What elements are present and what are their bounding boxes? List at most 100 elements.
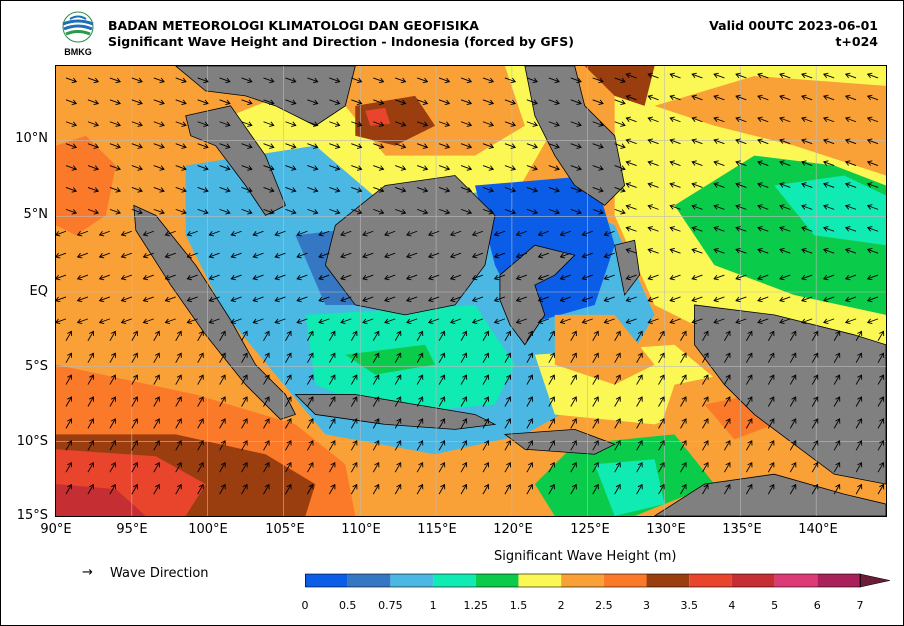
direction-arrow-head bbox=[549, 418, 555, 424]
direction-arrow bbox=[350, 374, 358, 385]
direction-arrow-head bbox=[620, 121, 626, 127]
direction-arrow bbox=[757, 117, 769, 123]
direction-arrow bbox=[329, 77, 340, 83]
direction-arrow bbox=[494, 252, 506, 258]
direction-arrow bbox=[779, 296, 791, 302]
direction-arrow-head bbox=[110, 418, 116, 424]
direction-arrow-head bbox=[159, 187, 165, 193]
direction-arrow bbox=[713, 73, 725, 79]
direction-arrow bbox=[153, 352, 160, 363]
direction-arrow bbox=[823, 95, 835, 101]
direction-arrow-head bbox=[527, 374, 533, 380]
direction-arrow bbox=[373, 99, 384, 105]
direction-arrow-head bbox=[647, 226, 653, 232]
direction-arrow-head bbox=[637, 418, 643, 424]
direction-arrow-head bbox=[291, 209, 297, 215]
direction-arrow bbox=[757, 161, 769, 166]
direction-arrow-head bbox=[471, 296, 478, 303]
direction-arrow-head bbox=[835, 461, 841, 468]
direction-arrow bbox=[724, 440, 731, 451]
direction-arrow-head bbox=[462, 418, 468, 424]
direction-arrow bbox=[526, 331, 533, 342]
direction-arrow-head bbox=[747, 352, 753, 358]
direction-arrow bbox=[263, 143, 274, 148]
direction-arrow-head bbox=[866, 94, 873, 101]
direction-arrow-head bbox=[181, 209, 187, 215]
direction-arrow bbox=[416, 143, 428, 148]
direction-arrow-head bbox=[76, 296, 83, 303]
direction-arrow-head bbox=[866, 226, 873, 232]
direction-arrow-head bbox=[176, 483, 182, 490]
direction-arrow-head bbox=[844, 204, 851, 210]
direction-arrow-head bbox=[384, 296, 390, 303]
direction-arrow bbox=[99, 274, 111, 280]
direction-arrow-head bbox=[620, 165, 626, 171]
direction-arrow-head bbox=[142, 318, 149, 325]
direction-arrow-head bbox=[581, 274, 588, 281]
direction-arrow bbox=[592, 187, 604, 192]
direction-arrow-head bbox=[247, 77, 253, 84]
wave-map[interactable] bbox=[55, 65, 887, 517]
direction-arrow-head bbox=[576, 99, 582, 106]
direction-arrow-head bbox=[515, 274, 522, 281]
direction-arrow bbox=[702, 374, 709, 385]
direction-arrow bbox=[307, 418, 314, 429]
direction-arrow-head bbox=[769, 483, 775, 490]
pacific-high bbox=[584, 66, 655, 106]
direction-arrow bbox=[548, 418, 555, 429]
direction-arrow-head bbox=[603, 252, 610, 259]
direction-arrow bbox=[460, 462, 467, 473]
direction-arrow bbox=[395, 77, 406, 83]
direction-arrow bbox=[438, 440, 445, 451]
direction-arrow-head bbox=[313, 143, 319, 149]
direction-arrow-head bbox=[132, 461, 138, 468]
direction-arrow bbox=[131, 121, 143, 126]
direction-arrow-head bbox=[598, 187, 604, 193]
direction-arrow bbox=[735, 161, 747, 166]
direction-arrow-head bbox=[418, 418, 424, 424]
direction-arrow-head bbox=[681, 483, 687, 490]
direction-arrow-head bbox=[681, 418, 687, 424]
direction-arrow bbox=[394, 484, 402, 495]
direction-arrow-head bbox=[313, 99, 319, 106]
direction-arrow bbox=[570, 374, 577, 385]
direction-arrow bbox=[811, 484, 819, 495]
direction-arrow-head bbox=[493, 252, 500, 259]
direction-arrow bbox=[877, 418, 884, 429]
direction-arrow-head bbox=[681, 396, 687, 402]
colorbar-tick-label: 1.25 bbox=[463, 599, 489, 612]
direction-arrow-head bbox=[879, 374, 885, 380]
direction-arrow-head bbox=[506, 461, 512, 468]
direction-arrow bbox=[560, 274, 571, 280]
direction-arrow bbox=[823, 249, 835, 254]
direction-arrow-head bbox=[866, 318, 873, 325]
direction-arrow bbox=[109, 208, 121, 214]
direction-arrow bbox=[285, 352, 292, 363]
direction-arrow-head bbox=[625, 138, 631, 144]
direction-arrow-head bbox=[844, 182, 851, 188]
direction-arrow-head bbox=[208, 252, 214, 259]
direction-arrow bbox=[801, 139, 813, 145]
direction-arrow bbox=[570, 99, 582, 105]
direction-arrow-head bbox=[98, 252, 105, 259]
direction-arrow bbox=[570, 165, 582, 170]
direction-arrow bbox=[285, 484, 292, 495]
direction-arrow-head bbox=[164, 231, 171, 237]
direction-arrow bbox=[87, 99, 99, 105]
direction-arrow-head bbox=[352, 483, 358, 490]
direction-arrow-head bbox=[866, 274, 873, 281]
direction-arrow-head bbox=[56, 296, 61, 303]
direction-arrow bbox=[65, 187, 77, 192]
direction-arrow-head bbox=[220, 483, 226, 490]
pacific-orange bbox=[654, 75, 886, 176]
direction-arrow bbox=[811, 418, 819, 429]
direction-arrow bbox=[307, 165, 318, 170]
direction-arrow-head bbox=[669, 204, 675, 210]
lead-time: t+024 bbox=[835, 34, 878, 49]
direction-arrow-head bbox=[176, 396, 182, 402]
direction-arrow bbox=[801, 183, 813, 188]
direction-arrow-head bbox=[186, 318, 193, 325]
direction-arrow bbox=[394, 374, 402, 385]
direction-arrow-head bbox=[620, 209, 626, 215]
direction-arrow bbox=[307, 143, 318, 148]
